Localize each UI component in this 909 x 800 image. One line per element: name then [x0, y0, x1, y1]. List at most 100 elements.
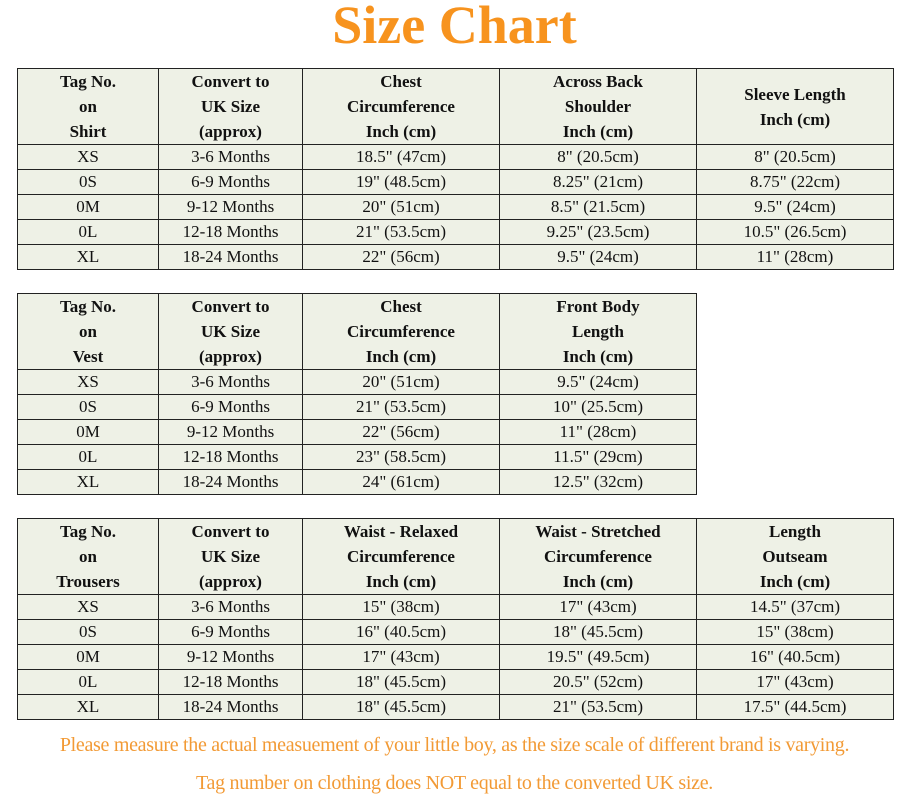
table-cell: 17" (43cm): [696, 669, 894, 695]
table-cell: 14.5" (37cm): [696, 594, 894, 620]
column-header: Chest Circumference Inch (cm): [302, 68, 500, 145]
column-header: Convert to UK Size (approx): [158, 518, 303, 595]
table-cell: XL: [17, 694, 159, 720]
table-cell: 12.5" (32cm): [499, 469, 697, 495]
table-cell: 24" (61cm): [302, 469, 500, 495]
table-cell: 12-18 Months: [158, 669, 303, 695]
table-cell: 22" (56cm): [302, 419, 500, 445]
column-header: Sleeve Length Inch (cm): [696, 68, 894, 145]
column-header: Tag No. on Shirt: [17, 68, 159, 145]
table-row: 0S 6-9 Months 16" (40.5cm) 18" (45.5cm) 15" …: [17, 619, 894, 645]
measurement-note: Please measure the actual measuement of …: [59, 734, 850, 756]
table-cell: 21" (53.5cm): [499, 694, 697, 720]
table-cell: 6-9 Months: [158, 394, 303, 420]
vest-size-table: Tag No. on Vest Convert to UK Size (approx) Ch…: [17, 293, 697, 495]
table-cell: 22" (56cm): [302, 244, 500, 270]
table-cell: 9.5" (24cm): [499, 244, 697, 270]
table-cell: 11" (28cm): [499, 419, 697, 445]
table-cell: 3-6 Months: [158, 369, 303, 395]
table-cell: 16" (40.5cm): [696, 644, 894, 670]
table-cell: 0M: [17, 644, 159, 670]
header-row: Tag No. on Trousers Convert to UK Size (appro…: [17, 518, 894, 595]
table-row: 0L 12-18 Months 23" (58.5cm) 11.5" (29cm): [17, 444, 697, 470]
column-header: Front Body Length Inch (cm): [499, 293, 697, 370]
table-cell: XS: [17, 594, 159, 620]
table-row: 0M 9-12 Months 17" (43cm) 19.5" (49.5cm) 16"…: [17, 644, 894, 670]
table-cell: 8" (20.5cm): [499, 144, 697, 170]
table-cell: 6-9 Months: [158, 169, 303, 195]
table-cell: 21" (53.5cm): [302, 394, 500, 420]
table-row: 0M 9-12 Months 20" (51cm) 8.5" (21.5cm) 9.5"…: [17, 194, 894, 220]
table-cell: XS: [17, 369, 159, 395]
table-cell: 18-24 Months: [158, 244, 303, 270]
table-cell: 17" (43cm): [499, 594, 697, 620]
table-cell: 20" (51cm): [302, 369, 500, 395]
table-cell: 21" (53.5cm): [302, 219, 500, 245]
table-row: XS 3-6 Months 15" (38cm) 17" (43cm) 14.5" (3…: [17, 594, 894, 620]
table-cell: 0L: [17, 444, 159, 470]
table-cell: 0S: [17, 394, 159, 420]
table-cell: 9.5" (24cm): [499, 369, 697, 395]
table-cell: 10.5" (26.5cm): [696, 219, 894, 245]
table-cell: 12-18 Months: [158, 219, 303, 245]
table-row: XS 3-6 Months 20" (51cm) 9.5" (24cm): [17, 369, 697, 395]
table-cell: 16" (40.5cm): [302, 619, 500, 645]
table-cell: 17.5" (44.5cm): [696, 694, 894, 720]
table-row: XS 3-6 Months 18.5" (47cm) 8" (20.5cm) 8" (2…: [17, 144, 894, 170]
table-row: 0L 12-18 Months 21" (53.5cm) 9.25" (23.5cm)…: [17, 219, 894, 245]
table-cell: 15" (38cm): [696, 619, 894, 645]
column-header: Tag No. on Trousers: [17, 518, 159, 595]
table-cell: 12-18 Months: [158, 444, 303, 470]
table-cell: 11" (28cm): [696, 244, 894, 270]
column-header: Across Back Shoulder Inch (cm): [499, 68, 697, 145]
table-row: XL 18-24 Months 24" (61cm) 12.5" (32cm): [17, 469, 697, 495]
table-cell: 20.5" (52cm): [499, 669, 697, 695]
table-cell: 0L: [17, 219, 159, 245]
table-row: 0S 6-9 Months 21" (53.5cm) 10" (25.5cm): [17, 394, 697, 420]
table-cell: 3-6 Months: [158, 594, 303, 620]
table-cell: 9-12 Months: [158, 419, 303, 445]
table-cell: 20" (51cm): [302, 194, 500, 220]
tag-number-note: Tag number on clothing does NOT equal to…: [196, 772, 713, 794]
column-header: Convert to UK Size (approx): [158, 68, 303, 145]
table-cell: XS: [17, 144, 159, 170]
table-cell: 0M: [17, 419, 159, 445]
table-cell: 6-9 Months: [158, 619, 303, 645]
table-row: XL 18-24 Months 18" (45.5cm) 21" (53.5cm) 17…: [17, 694, 894, 720]
table-cell: 8.75" (22cm): [696, 169, 894, 195]
table-cell: XL: [17, 244, 159, 270]
shirt-size-table: Tag No. on Shirt Convert to UK Size (approx) C…: [17, 68, 894, 270]
table-cell: 8.25" (21cm): [499, 169, 697, 195]
column-header: Length Outseam Inch (cm): [696, 518, 894, 595]
table-cell: 19" (48.5cm): [302, 169, 500, 195]
table-cell: 23" (58.5cm): [302, 444, 500, 470]
column-header: Convert to UK Size (approx): [158, 293, 303, 370]
header-row: Tag No. on Shirt Convert to UK Size (approx) C…: [17, 68, 894, 145]
page-title: Size Chart: [332, 0, 577, 55]
table-cell: 10" (25.5cm): [499, 394, 697, 420]
table-cell: 18-24 Months: [158, 469, 303, 495]
table-cell: 18-24 Months: [158, 694, 303, 720]
table-cell: 18.5" (47cm): [302, 144, 500, 170]
table-cell: 8.5" (21.5cm): [499, 194, 697, 220]
table-cell: 9.25" (23.5cm): [499, 219, 697, 245]
trousers-size-table: Tag No. on Trousers Convert to UK Size (appro…: [17, 518, 894, 720]
table-cell: 3-6 Months: [158, 144, 303, 170]
table-cell: 15" (38cm): [302, 594, 500, 620]
table-cell: 0S: [17, 619, 159, 645]
table-cell: 0M: [17, 194, 159, 220]
header-row: Tag No. on Vest Convert to UK Size (approx) Ch…: [17, 293, 697, 370]
table-cell: 0S: [17, 169, 159, 195]
table-cell: 18" (45.5cm): [499, 619, 697, 645]
table-row: 0M 9-12 Months 22" (56cm) 11" (28cm): [17, 419, 697, 445]
column-header: Waist - Relaxed Circumference Inch (cm): [302, 518, 500, 595]
table-row: XL 18-24 Months 22" (56cm) 9.5" (24cm) 11" (…: [17, 244, 894, 270]
table-cell: 0L: [17, 669, 159, 695]
table-cell: 17" (43cm): [302, 644, 500, 670]
table-row: 0S 6-9 Months 19" (48.5cm) 8.25" (21cm) 8.75…: [17, 169, 894, 195]
table-cell: 9-12 Months: [158, 644, 303, 670]
column-header: Waist - Stretched Circumference Inch (cm): [499, 518, 697, 595]
table-cell: 8" (20.5cm): [696, 144, 894, 170]
table-cell: 18" (45.5cm): [302, 669, 500, 695]
column-header: Tag No. on Vest: [17, 293, 159, 370]
